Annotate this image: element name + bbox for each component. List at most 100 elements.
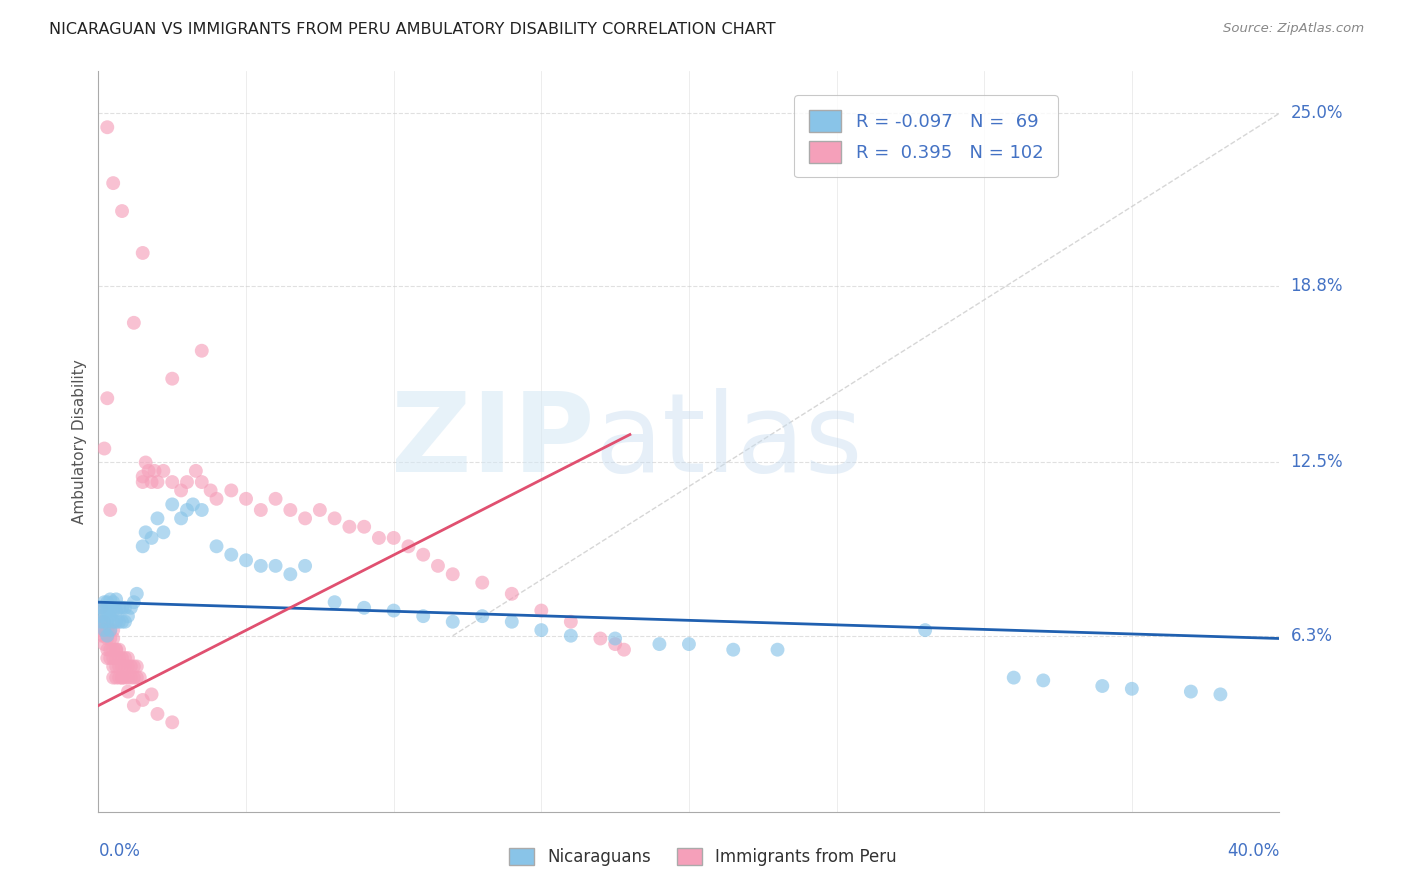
Point <box>103 176 125 190</box>
Point <box>441 567 464 582</box>
Point <box>103 603 125 617</box>
Point <box>125 587 148 601</box>
Point <box>141 531 163 545</box>
Point <box>105 642 128 657</box>
Point <box>111 600 134 615</box>
Point <box>235 491 257 506</box>
Point <box>96 651 118 665</box>
Point <box>93 595 115 609</box>
Point <box>122 698 145 713</box>
Point <box>90 600 112 615</box>
Point <box>105 615 128 629</box>
Point <box>613 642 636 657</box>
Point <box>605 637 627 651</box>
Point <box>103 671 125 685</box>
Point <box>205 491 228 506</box>
Point <box>108 600 131 615</box>
Point <box>132 469 155 483</box>
Point <box>114 671 136 685</box>
Point <box>105 671 128 685</box>
Point <box>589 632 612 646</box>
Point <box>294 511 316 525</box>
Point <box>93 629 115 643</box>
Point <box>96 642 118 657</box>
Point <box>152 525 174 540</box>
Text: Source: ZipAtlas.com: Source: ZipAtlas.com <box>1223 22 1364 36</box>
Point <box>353 520 375 534</box>
Point <box>162 497 183 511</box>
Point <box>170 511 193 525</box>
Point <box>117 651 139 665</box>
Point <box>560 629 582 643</box>
Point <box>105 651 128 665</box>
Point <box>398 539 420 553</box>
Point <box>125 659 148 673</box>
Point <box>766 642 789 657</box>
Point <box>1180 684 1202 698</box>
Point <box>128 671 150 685</box>
Point <box>98 603 121 617</box>
Point <box>146 706 169 721</box>
Point <box>132 539 155 553</box>
Point <box>114 659 136 673</box>
Point <box>122 671 145 685</box>
Point <box>181 497 204 511</box>
Point <box>93 623 115 637</box>
Text: ZIP: ZIP <box>391 388 595 495</box>
Point <box>250 503 273 517</box>
Point <box>152 464 174 478</box>
Point <box>141 687 163 701</box>
Point <box>441 615 464 629</box>
Point <box>96 120 118 135</box>
Point <box>141 475 163 489</box>
Point <box>135 455 157 469</box>
Text: 0.0%: 0.0% <box>98 842 141 860</box>
Text: 40.0%: 40.0% <box>1227 842 1279 860</box>
Text: 12.5%: 12.5% <box>1291 453 1343 472</box>
Point <box>96 629 118 643</box>
Point <box>120 659 142 673</box>
Point <box>117 671 139 685</box>
Point <box>501 615 523 629</box>
Point <box>125 671 148 685</box>
Point <box>1091 679 1114 693</box>
Point <box>412 609 434 624</box>
Point <box>96 603 118 617</box>
Point <box>98 632 121 646</box>
Point <box>221 548 243 562</box>
Point <box>98 623 121 637</box>
Point <box>105 603 128 617</box>
Point <box>103 651 125 665</box>
Point <box>98 503 121 517</box>
Point <box>560 615 582 629</box>
Point <box>93 442 115 456</box>
Point <box>93 623 115 637</box>
Point <box>605 632 627 646</box>
Point <box>205 539 228 553</box>
Point <box>90 615 112 629</box>
Point <box>170 483 193 498</box>
Point <box>105 659 128 673</box>
Point <box>114 651 136 665</box>
Point <box>471 609 494 624</box>
Point <box>90 600 112 615</box>
Point <box>103 632 125 646</box>
Point <box>117 609 139 624</box>
Point <box>122 316 145 330</box>
Point <box>501 587 523 601</box>
Point <box>96 615 118 629</box>
Point <box>96 595 118 609</box>
Point <box>120 671 142 685</box>
Point <box>98 623 121 637</box>
Point <box>122 595 145 609</box>
Point <box>146 511 169 525</box>
Text: 18.8%: 18.8% <box>1291 277 1343 295</box>
Point <box>191 503 214 517</box>
Point <box>108 642 131 657</box>
Point <box>176 503 198 517</box>
Text: 25.0%: 25.0% <box>1291 104 1343 122</box>
Point <box>191 343 214 358</box>
Point <box>111 671 134 685</box>
Point <box>96 623 118 637</box>
Point <box>98 592 121 607</box>
